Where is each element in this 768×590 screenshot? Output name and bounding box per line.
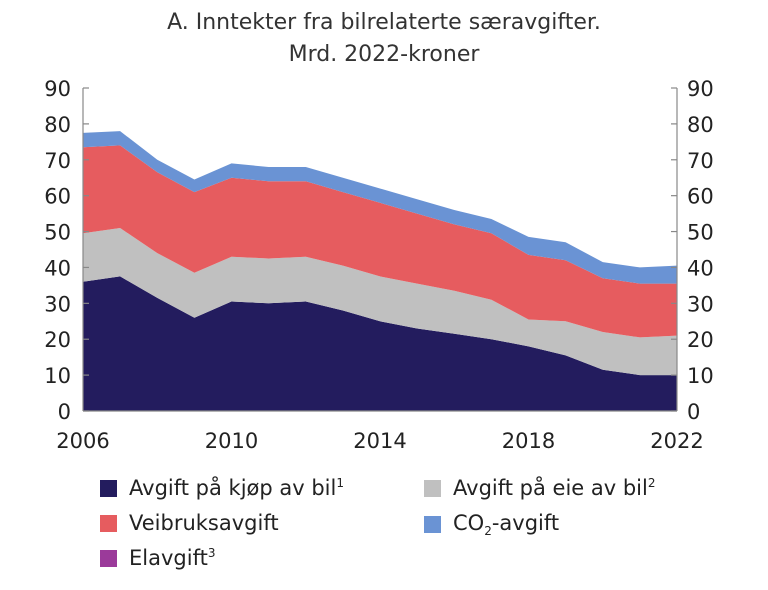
legend-swatch-elavgift xyxy=(100,549,117,567)
legend-swatch-kjop xyxy=(100,479,117,497)
y-tick-label-left: 70 xyxy=(44,149,71,173)
y-tick-label-left: 90 xyxy=(44,77,71,101)
y-tick-label-right: 80 xyxy=(687,113,714,137)
y-tick-label-right: 40 xyxy=(687,256,714,280)
y-tick-label-left: 30 xyxy=(44,292,71,316)
y-tick-label-right: 30 xyxy=(687,292,714,316)
y-tick-label-left: 10 xyxy=(44,364,71,388)
stacked-area-chart: 0 0 10 10 20 20 30 30 40 40 50 50 60 60 70 70 80 80 90 90 20… xyxy=(44,77,714,453)
y-tick-label-right: 10 xyxy=(687,364,714,388)
legend-item-eie: Avgift på eie av bil2 xyxy=(424,476,656,500)
legend-label-veibruk: Veibruksavgift xyxy=(129,511,279,535)
y-tick-label-right: 90 xyxy=(687,77,714,101)
y-tick-label-right: 70 xyxy=(687,149,714,173)
x-tick-label: 2010 xyxy=(205,429,258,453)
legend-swatch-co2 xyxy=(424,516,441,534)
legend-swatch-eie xyxy=(424,479,441,497)
legend-label-eie: Avgift på eie av bil2 xyxy=(453,476,656,500)
legend-item-co2: CO2-avgift xyxy=(424,511,559,538)
area-series-2 xyxy=(83,145,677,338)
legend-item-kjop: Avgift på kjøp av bil1 xyxy=(100,476,344,500)
x-tick-label: 2006 xyxy=(56,429,109,453)
legend-label-elavgift: Elavgift3 xyxy=(129,546,216,570)
legend-item-veibruk: Veibruksavgift xyxy=(100,511,279,535)
x-tick-label: 2022 xyxy=(650,429,703,453)
legend-swatch-veibruk xyxy=(100,514,117,532)
x-tick-label: 2014 xyxy=(353,429,406,453)
y-tick-label-right: 50 xyxy=(687,221,714,245)
chart-title: A. Inntekter fra bilrelaterte særavgifte… xyxy=(167,10,601,35)
area-series-1 xyxy=(83,228,677,376)
chart-subtitle: Mrd. 2022-kroner xyxy=(288,42,480,67)
y-tick-label-right: 20 xyxy=(687,328,714,352)
y-tick-label-left: 50 xyxy=(44,221,71,245)
area-series-3 xyxy=(83,131,677,284)
legend-label-co2: CO2-avgift xyxy=(453,511,560,539)
legend-item-elavgift: Elavgift3 xyxy=(100,546,215,570)
y-tick-label-left: 80 xyxy=(44,113,71,137)
y-tick-label-right: 60 xyxy=(687,185,714,209)
x-tick-label: 2018 xyxy=(502,429,555,453)
y-tick-label-left: 40 xyxy=(44,256,71,280)
y-tick-label-right: 0 xyxy=(687,400,700,424)
y-tick-label-left: 0 xyxy=(58,400,71,424)
legend-label-kjop: Avgift på kjøp av bil1 xyxy=(129,476,344,500)
y-tick-label-left: 60 xyxy=(44,185,71,209)
area-series-0 xyxy=(83,276,677,411)
y-tick-label-left: 20 xyxy=(44,328,71,352)
